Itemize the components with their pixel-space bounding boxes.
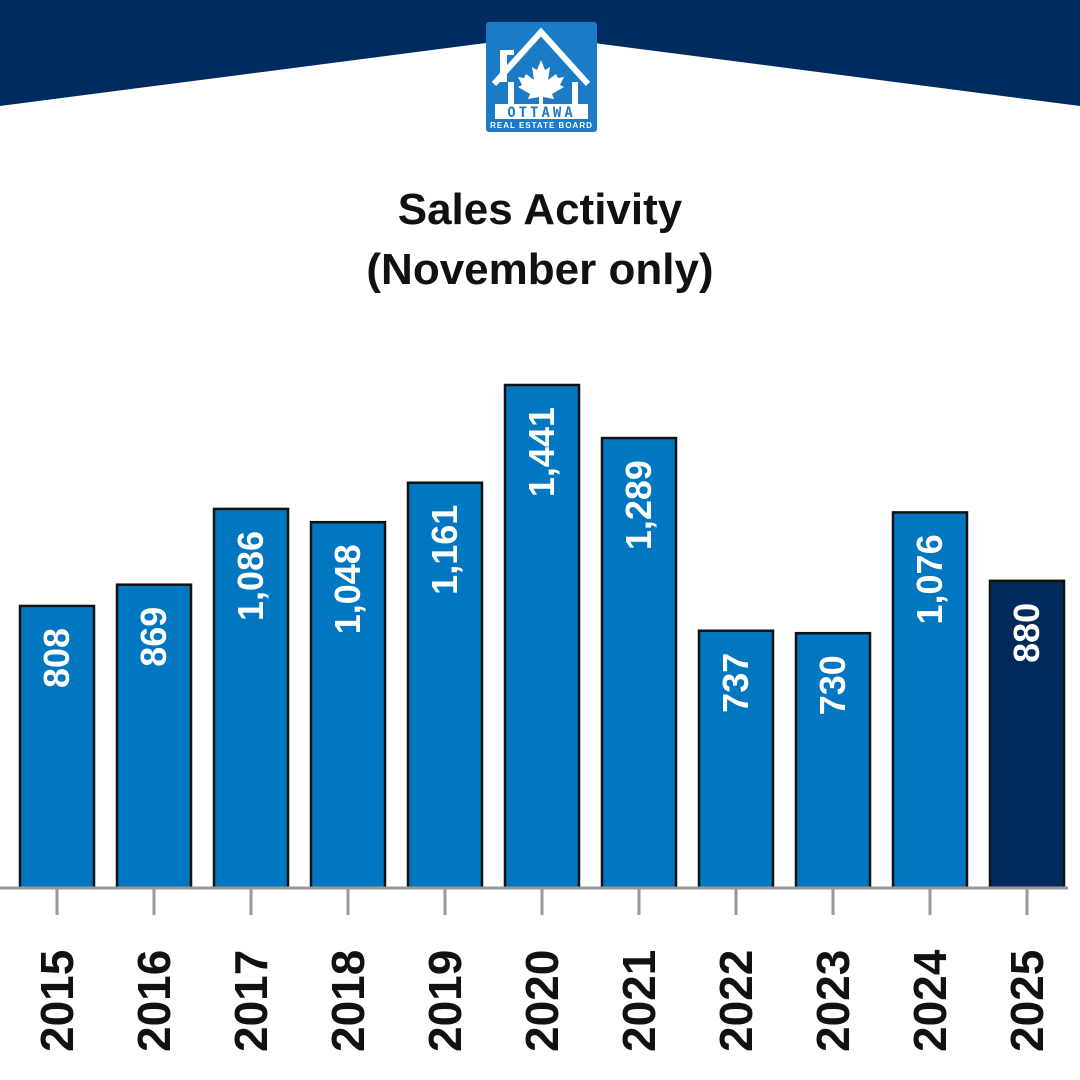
ottawa-real-estate-board-logo: OTTAWA REAL ESTATE BOARD	[486, 22, 597, 132]
x-tick-label-2024: 2024	[904, 949, 956, 1052]
data-label-2015: 808	[36, 628, 77, 688]
bar-2021	[600, 436, 678, 890]
x-tick-label-2017: 2017	[225, 950, 277, 1052]
data-label-2016: 869	[133, 607, 174, 667]
chart-subtitle: (November only)	[366, 245, 714, 294]
bar-2020	[503, 383, 581, 890]
x-tick-label-2023: 2023	[807, 950, 859, 1052]
x-tick-label-2025: 2025	[1001, 950, 1053, 1052]
maple-leaf-icon	[518, 60, 564, 106]
bar-2024	[891, 511, 969, 890]
data-label-2024: 1,076	[909, 534, 950, 624]
bar-2017	[212, 507, 290, 890]
bar-2018	[309, 520, 387, 890]
x-tick-label-2020: 2020	[516, 950, 568, 1052]
data-label-2019: 1,161	[424, 505, 465, 595]
data-label-2023: 730	[812, 655, 853, 715]
bar-2023	[794, 631, 872, 890]
logo-text-ottawa: OTTAWA	[507, 105, 576, 121]
logo-text-reb: REAL ESTATE BOARD	[490, 121, 593, 130]
chart-title: Sales Activity	[397, 185, 683, 234]
data-label-2018: 1,048	[327, 544, 368, 634]
data-label-2022: 737	[715, 653, 756, 713]
data-label-2020: 1,441	[521, 407, 562, 497]
data-label-2017: 1,086	[230, 531, 271, 621]
x-tick-label-2016: 2016	[128, 950, 180, 1052]
bar-2015	[18, 604, 96, 890]
x-tick-label-2021: 2021	[613, 950, 665, 1052]
data-label-2021: 1,289	[618, 460, 659, 550]
data-label-2025: 880	[1006, 603, 1047, 663]
x-tick-label-2019: 2019	[419, 950, 471, 1052]
x-tick-label-2015: 2015	[31, 950, 83, 1052]
x-tick-label-2022: 2022	[710, 950, 762, 1052]
bar-2022	[697, 629, 775, 890]
x-tick-label-2018: 2018	[322, 950, 374, 1052]
chart-title-block: Sales Activity (November only)	[0, 180, 1080, 300]
